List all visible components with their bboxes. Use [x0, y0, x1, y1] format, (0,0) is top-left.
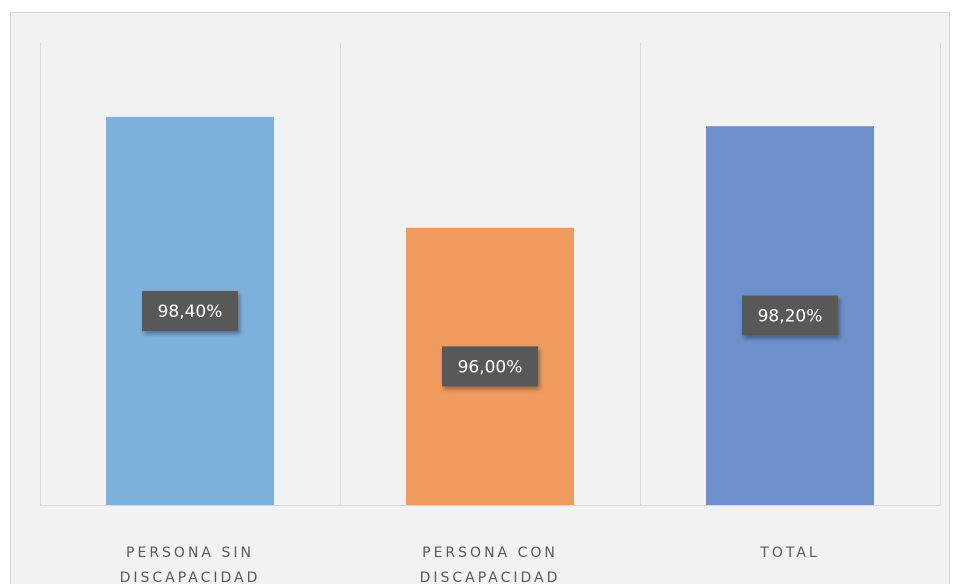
value-label: 96,00% — [458, 357, 523, 377]
value-label: 98,40% — [158, 302, 223, 322]
x-tick-label: TOTAL — [760, 545, 820, 561]
value-label-box — [442, 346, 538, 387]
x-tick-label: PERSONA CON DISCAPACIDAD — [419, 545, 561, 584]
value-label-box — [742, 295, 838, 336]
x-tick-label: PERSONA SIN DISCAPACIDAD — [119, 545, 261, 584]
value-label: 98,20% — [758, 307, 823, 327]
value-label-box — [142, 290, 238, 331]
